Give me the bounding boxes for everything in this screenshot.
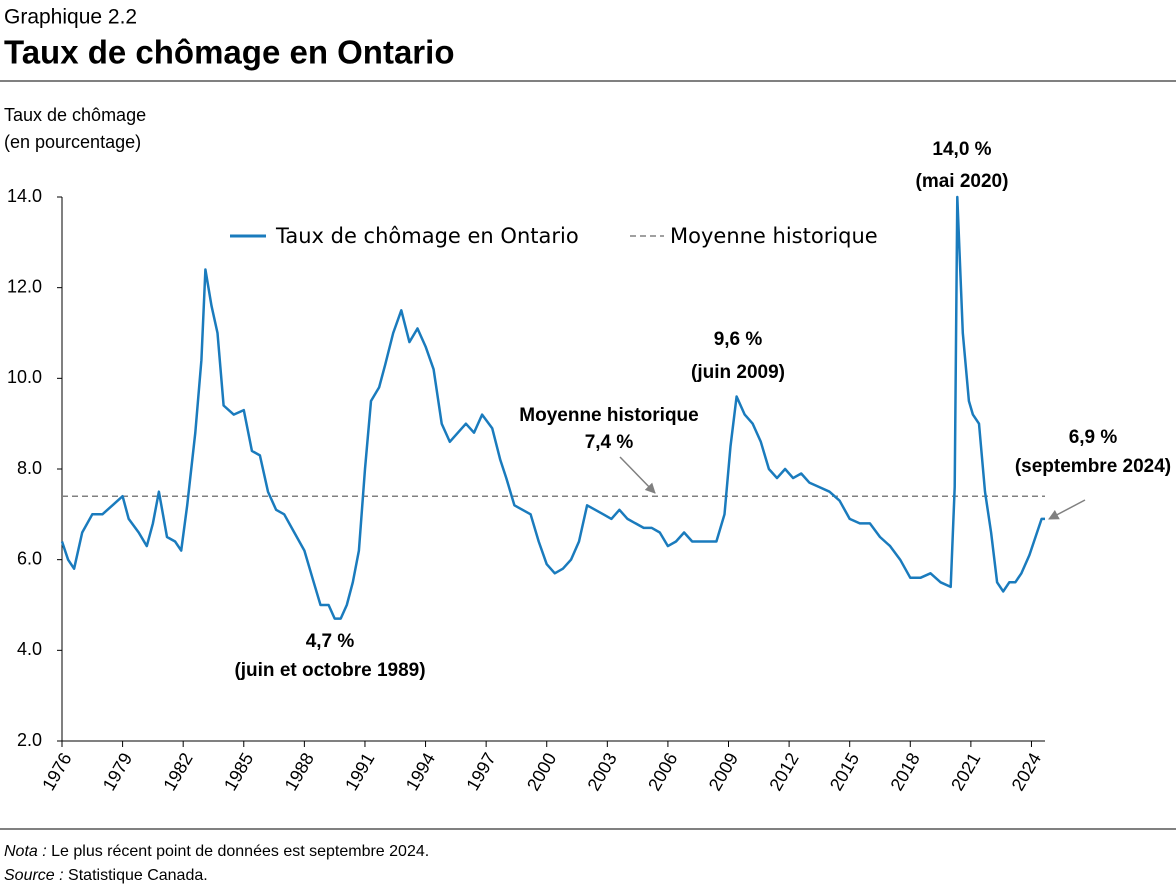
x-tick-label: 2024 [1008,749,1045,794]
annotation: 6,9 % [1069,427,1118,448]
x-tick-label: 1979 [99,749,136,794]
y-tick-label: 12.0 [7,276,42,296]
annotation: (mai 2020) [916,171,1009,192]
arrow [1048,499,1086,520]
arrow [619,456,656,494]
note-text: Statistique Canada. [68,867,208,884]
x-tick-label: 2015 [826,749,863,794]
x-tick-label: 2012 [765,749,802,794]
annotation: (juin et octobre 1989) [234,660,425,681]
y-tick-label: 14.0 [7,186,42,206]
annotation: 4,7 % [306,631,355,652]
x-tick-label: 1991 [341,749,378,794]
x-tick-label: 2021 [947,749,984,794]
chart-label: Graphique 2.2 [4,6,137,29]
x-tick-label: 2000 [523,749,560,794]
data-line [60,195,1045,620]
x-tick-label: 2009 [705,749,742,794]
y-tick-label: 8.0 [17,458,42,478]
legend-label: Taux de chômage en Ontario [275,224,579,248]
chart-title: Taux de chômage en Ontario [4,34,454,71]
y-axis-label: (en pourcentage) [4,132,141,152]
note: Source : Statistique Canada. [4,867,208,884]
annotation: 14,0 % [932,139,991,160]
note-label: Source : [4,867,64,884]
x-tick-label: 1982 [159,749,196,794]
annotation: Moyenne historique [519,405,698,426]
annotation: 7,4 % [585,432,634,453]
note-label: Nota : [4,843,47,860]
x-tick-label: 1988 [281,749,318,794]
x-tick-label: 2006 [644,749,681,794]
x-tick-label: 1976 [38,749,75,794]
annotation: 9,6 % [714,329,763,350]
x-tick-label: 1997 [462,749,499,794]
x-tick-label: 2003 [584,749,621,794]
y-tick-label: 2.0 [17,730,42,750]
annotation: (juin 2009) [691,362,785,383]
y-axis-label: Taux de chômage [4,105,146,125]
y-tick-label: 6.0 [17,548,42,568]
y-tick-label: 4.0 [17,639,42,659]
note: Nota : Le plus récent point de données e… [4,843,429,860]
annotation: (septembre 2024) [1015,456,1171,477]
x-tick-label: 1985 [220,749,257,794]
legend-label: Moyenne historique [670,224,878,248]
y-tick-label: 10.0 [7,367,42,387]
note-text: Le plus récent point de données est sept… [51,843,429,860]
x-tick-label: 1994 [402,749,439,794]
x-tick-label: 2018 [887,749,924,794]
